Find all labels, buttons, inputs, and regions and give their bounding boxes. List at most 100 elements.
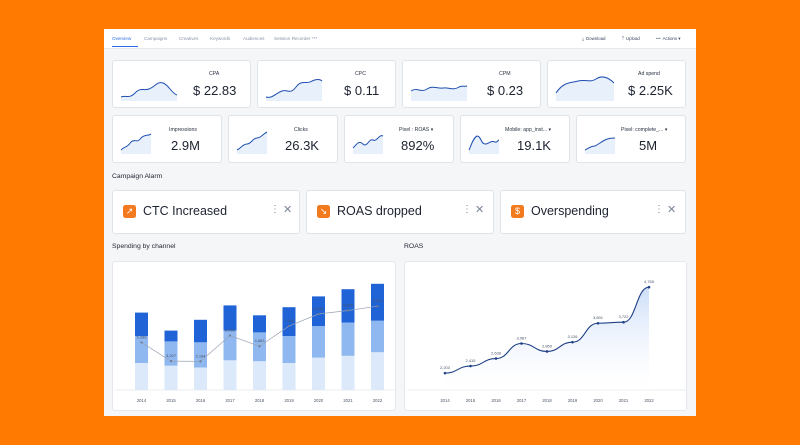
- kebab-menu-icon[interactable]: ⋮: [270, 204, 280, 215]
- metric-card-mobile-app-install[interactable]: Mobile: app_inst... ▾ 19.1K: [460, 115, 570, 163]
- bar-segment[interactable]: [194, 319, 207, 343]
- alarm-label: Overspending: [531, 204, 609, 218]
- bar-segment[interactable]: [164, 365, 178, 390]
- bar-segment[interactable]: [282, 336, 296, 363]
- metric-card-cpc[interactable]: CPC $ 0.11: [257, 60, 396, 108]
- total-point[interactable]: [346, 309, 350, 312]
- bar-segment[interactable]: [223, 305, 237, 331]
- roas-point[interactable]: [520, 342, 523, 345]
- bar-segment[interactable]: [282, 307, 296, 336]
- total-point[interactable]: [140, 341, 143, 344]
- roas-chart: 2,203 2014 2,415 2015 2,638 2016 3,087 2017 2,85…: [407, 279, 686, 403]
- data-label: 3,087: [516, 335, 527, 340]
- tab-campaigns[interactable]: Campaigns: [144, 36, 168, 41]
- metric-label-dropdown[interactable]: Pixel: complete_... ▾: [621, 127, 668, 133]
- metric-value: $ 22.83: [193, 83, 237, 98]
- bar-segment[interactable]: [135, 363, 148, 390]
- bar-segment[interactable]: [135, 312, 148, 336]
- close-icon[interactable]: ✕: [283, 204, 293, 216]
- x-tick-label: 2019: [568, 398, 578, 403]
- roas-point[interactable]: [469, 364, 472, 368]
- total-point[interactable]: [199, 360, 202, 363]
- tab-session-recorder[interactable]: Session Recorder ***: [274, 36, 318, 41]
- data-label: 7,106: [284, 318, 295, 323]
- metric-label: CPC: [355, 71, 366, 77]
- active-tab-indicator: [112, 46, 138, 48]
- bar-segment[interactable]: [164, 330, 178, 342]
- data-label: 2,638: [491, 351, 502, 356]
- metric-value: $ 0.11: [344, 83, 380, 98]
- sparkline-cpc: [265, 79, 323, 101]
- data-label: 2,203: [440, 365, 451, 370]
- metric-card-cpm[interactable]: CPM $ 0.23: [402, 60, 541, 108]
- bar-segment[interactable]: [135, 336, 148, 363]
- total-point[interactable]: [287, 324, 291, 328]
- bar-segment[interactable]: [312, 326, 325, 358]
- bar-segment[interactable]: [371, 352, 384, 390]
- total-point[interactable]: [317, 312, 320, 316]
- actions-button[interactable]: ••• Actions ▾: [656, 36, 680, 42]
- bar-segment[interactable]: [253, 315, 266, 333]
- bar-segment[interactable]: [312, 357, 325, 390]
- bar-segment[interactable]: [194, 367, 207, 391]
- roas-point[interactable]: [647, 285, 651, 289]
- metric-card-ad-spend[interactable]: Ad spend $ 2.25K: [547, 60, 686, 108]
- x-tick-label: 2017: [225, 398, 235, 403]
- metric-card-impressions[interactable]: Impressions 2.9M: [112, 115, 222, 163]
- bar-segment[interactable]: [253, 361, 266, 390]
- metric-card-pixel-roas[interactable]: Pixel : ROAS ▾ 892%: [344, 115, 454, 163]
- total-point[interactable]: [258, 345, 261, 348]
- roas-point[interactable]: [443, 371, 447, 375]
- roas-point[interactable]: [596, 321, 600, 325]
- bar-segment[interactable]: [341, 289, 355, 323]
- total-point[interactable]: [169, 360, 173, 363]
- upload-button[interactable]: ⤒ Upload: [622, 36, 640, 41]
- bar-segment[interactable]: [312, 296, 325, 327]
- bar-segment[interactable]: [223, 360, 237, 390]
- metric-label-dropdown[interactable]: Pixel : ROAS ▾: [399, 127, 434, 133]
- metric-label-dropdown[interactable]: Mobile: app_inst... ▾: [505, 127, 552, 133]
- sparkline-ad-spend: [555, 76, 615, 101]
- bar-segment[interactable]: [371, 320, 384, 353]
- bar-segment[interactable]: [164, 341, 178, 366]
- roas-point[interactable]: [571, 340, 574, 344]
- coin-icon: $: [511, 205, 524, 218]
- metric-label: Impressions: [169, 127, 197, 133]
- roas-point[interactable]: [494, 357, 498, 360]
- download-button[interactable]: ⤓ Download: [582, 36, 605, 41]
- metric-card-cpa[interactable]: CPA $ 22.83: [112, 60, 251, 108]
- close-icon[interactable]: ✕: [475, 204, 485, 216]
- kebab-menu-icon[interactable]: ⋮: [462, 204, 472, 215]
- tab-keywords[interactable]: Keywords: [210, 36, 231, 41]
- tab-overview[interactable]: Overview: [112, 36, 132, 41]
- tab-creatives[interactable]: Creatives: [179, 36, 199, 41]
- x-tick-label: 2017: [517, 398, 527, 403]
- alarm-card-overspending[interactable]: $ Overspending ⋮ ✕: [500, 190, 686, 234]
- roas-point[interactable]: [622, 320, 625, 324]
- sparkline-impressions: [120, 133, 152, 154]
- alarm-card-ctc[interactable]: ↗ CTC Increased ⋮ ✕: [112, 190, 300, 234]
- tab-audiences[interactable]: Audiences: [243, 36, 265, 41]
- metric-value: 5M: [639, 138, 658, 153]
- sparkline-pixel-roas: [352, 135, 384, 154]
- x-tick-label: 2021: [343, 398, 353, 403]
- bar-segment[interactable]: [341, 322, 355, 356]
- roas-point[interactable]: [545, 350, 549, 353]
- spending-chart-title: Spending by channel: [112, 243, 176, 250]
- bar-segment[interactable]: [282, 363, 296, 390]
- total-point[interactable]: [228, 334, 232, 337]
- total-point[interactable]: [376, 305, 379, 308]
- close-icon[interactable]: ✕: [667, 204, 677, 216]
- kebab-menu-icon[interactable]: ⋮: [654, 204, 664, 215]
- x-tick-label: 2014: [440, 398, 450, 403]
- metric-card-clicks[interactable]: Clicks 26.3K: [228, 115, 338, 163]
- upload-label: Upload: [625, 36, 640, 41]
- metric-card-pixel-complete[interactable]: Pixel: complete_... ▾ 5M: [576, 115, 686, 163]
- bar-segment[interactable]: [341, 355, 355, 390]
- alarm-card-roas[interactable]: ↘ ROAS dropped ⋮ ✕: [306, 190, 494, 234]
- metric-label: Ad spend: [638, 71, 660, 77]
- metric-label: Clicks: [294, 127, 308, 133]
- x-tick-label: 2015: [166, 398, 176, 403]
- trend-down-icon: ↘: [317, 205, 330, 218]
- bar-segment[interactable]: [371, 283, 384, 321]
